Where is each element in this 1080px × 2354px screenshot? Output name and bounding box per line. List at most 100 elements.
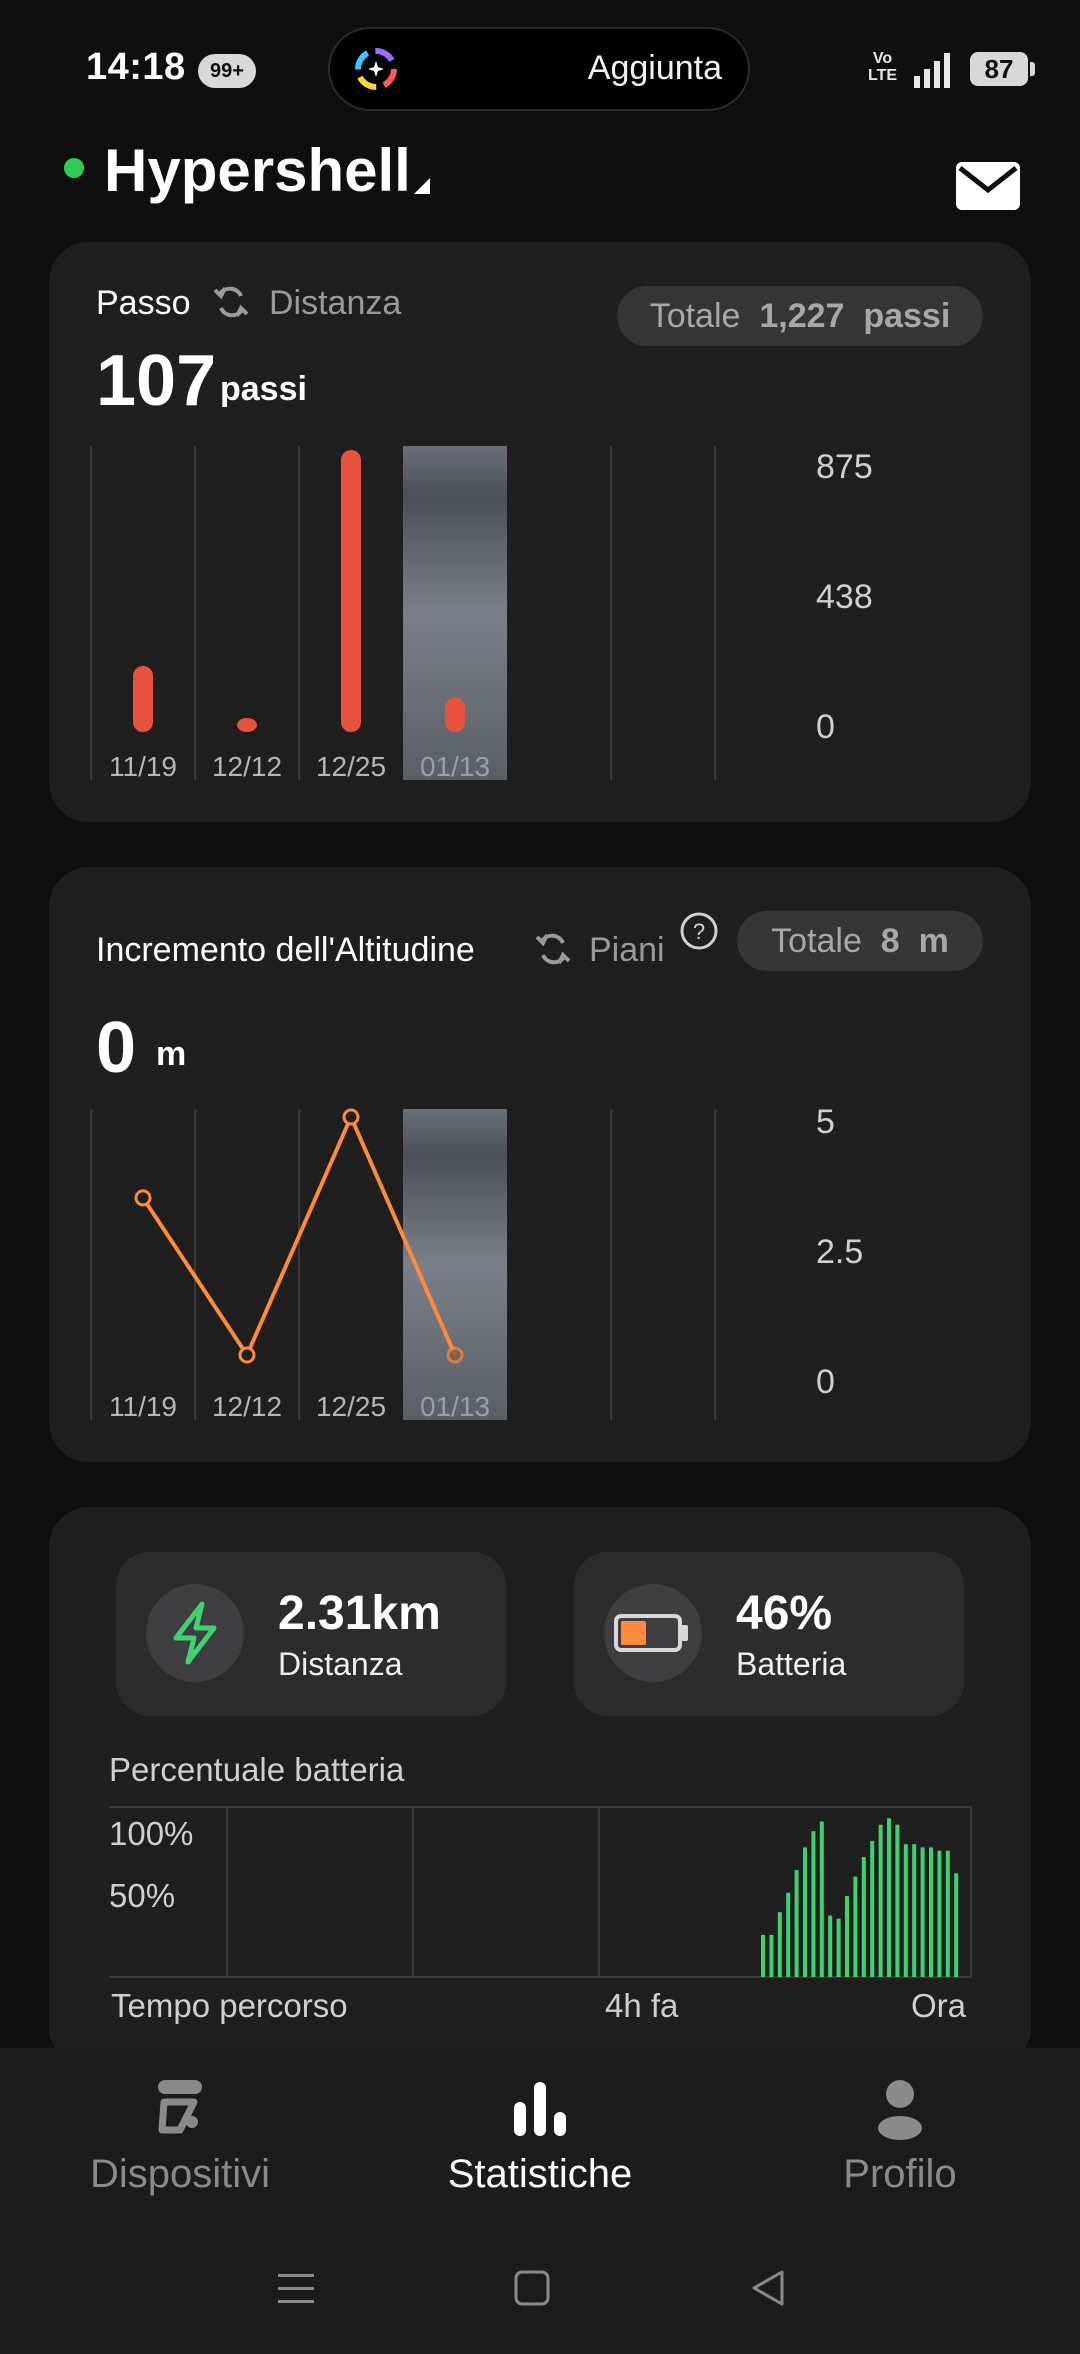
altitude-total-pill: Totale 8 m [737,911,983,971]
nav-label: Statistiche [447,2152,633,2196]
battery-bar [861,1857,866,1977]
battery-icon-wrap [604,1584,702,1682]
step-bar [133,665,153,732]
battery-bar [895,1824,900,1977]
menu-icon[interactable] [274,2266,318,2310]
bar-chart-icon [514,2082,566,2136]
battery-label: Batteria [736,1646,847,1682]
swap-metric-icon[interactable] [533,929,573,969]
altitude-point [134,1189,152,1207]
status-time: 14:18 [86,46,186,88]
altitude-point [446,1346,464,1364]
y-tick-label: 100% [109,1815,194,1852]
x-tick-label: 12/25 [316,1391,386,1422]
mail-icon [958,166,1018,194]
battery-bar [920,1847,925,1977]
home-icon[interactable] [510,2266,554,2310]
battery-bar [828,1915,833,1977]
steps-value: 107 [96,341,217,421]
battery-bar [845,1896,849,1977]
total-label: Totale [771,922,862,960]
battery-bar [929,1847,933,1977]
lightning-icon [173,1601,217,1665]
x-label-start: Tempo percorso [111,1987,348,2024]
device-switch-caret-icon[interactable] [414,178,430,194]
battery-chart [109,1806,972,1978]
svg-text:?: ? [693,919,705,944]
app-logo-icon [355,48,397,90]
steps-switch-label[interactable]: Distanza [269,284,402,322]
online-status-dot [64,158,84,178]
battery-indicator: 87 [970,52,1028,86]
battery-bar [777,1912,782,1977]
y-tick-label: 50% [109,1877,176,1914]
signal-icon [914,53,950,88]
battery-bar [811,1831,816,1977]
altitude-switch-label[interactable]: Piani [589,931,665,969]
altitude-card: Incremento dell'Altitudine Piani ? Total… [49,867,1031,1462]
status-bar: 14:18 99+ Aggiunta Vo LTE 87 [0,0,1080,130]
step-bar [237,718,257,732]
step-bar [341,450,361,732]
total-unit: m [918,922,949,960]
altitude-point [238,1346,256,1364]
battery-bar [819,1821,824,1977]
altitude-chart[interactable]: 11/19 12/12 12/25 01/13 [49,867,1031,1462]
mail-button[interactable] [956,162,1020,210]
battery-bar [803,1847,807,1977]
distance-tile[interactable]: 2.31km Distanza [116,1552,506,1716]
dynamic-island[interactable]: Aggiunta [328,27,750,111]
distance-value: 2.31km [278,1587,441,1640]
altitude-point [342,1108,360,1126]
help-icon[interactable]: ? [679,911,719,951]
stats-card: 2.31km Distanza 46% Batteria Percentuale… [49,1507,1031,2067]
battery-bar [954,1873,959,1977]
battery-bar [903,1844,908,1977]
battery-bar [878,1824,883,1977]
device-name[interactable]: Hypershell [104,137,411,204]
y-tick-label: 0 [816,1363,835,1401]
bottom-nav: Dispositivi Statistiche Profilo [0,2048,1080,2354]
battery-bar [945,1850,950,1977]
x-tick-label: 12/12 [212,751,282,782]
nav-devices[interactable]: Dispositivi [0,2048,360,2218]
back-icon[interactable] [746,2266,790,2310]
y-tick-label: 0 [816,708,835,746]
altitude-title: Incremento dell'Altitudine [96,931,475,969]
x-tick-label: 01/13 [420,1391,490,1422]
battery-value: 46% [736,1587,833,1640]
y-tick-label: 875 [816,448,873,486]
battery-chart-title: Percentuale batteria [109,1751,405,1788]
nav-statistics[interactable]: Statistiche [360,2048,720,2218]
battery-bar [853,1876,858,1977]
y-tick-label: 5 [816,1103,835,1141]
x-label-mid: 4h fa [605,1987,679,2024]
battery-icon [614,1614,688,1652]
altitude-value: 0 [96,1008,137,1088]
battery-tile[interactable]: 46% Batteria [574,1552,964,1716]
x-tick-label: 01/13 [420,751,490,782]
device-icon [158,2080,202,2134]
total-unit: passi [863,297,951,335]
x-tick-label: 12/12 [212,1391,282,1422]
altitude-unit: m [156,1035,187,1073]
battery-bar [794,1870,799,1977]
volte-icon: Vo LTE [868,50,898,84]
battery-bar [937,1850,942,1977]
nav-label: Profilo [843,2152,957,2196]
nav-profile[interactable]: Profilo [720,2048,1080,2218]
altitude-line [141,1115,457,1357]
x-tick-label: 11/19 [109,751,177,782]
steps-unit: passi [220,370,307,408]
steps-title: Passo [96,284,191,322]
nav-label: Dispositivi [89,2152,271,2196]
battery-bar [786,1892,791,1977]
person-icon [878,2080,922,2140]
battery-bar [836,1918,841,1977]
notification-badge: 99+ [198,54,256,88]
steps-chart[interactable]: 11/19 12/12 12/25 01/13 [49,242,1031,822]
total-value: 8 [880,922,900,960]
swap-metric-icon[interactable] [211,282,251,322]
island-label: Aggiunta [587,49,722,87]
battery-tip [1030,62,1035,76]
